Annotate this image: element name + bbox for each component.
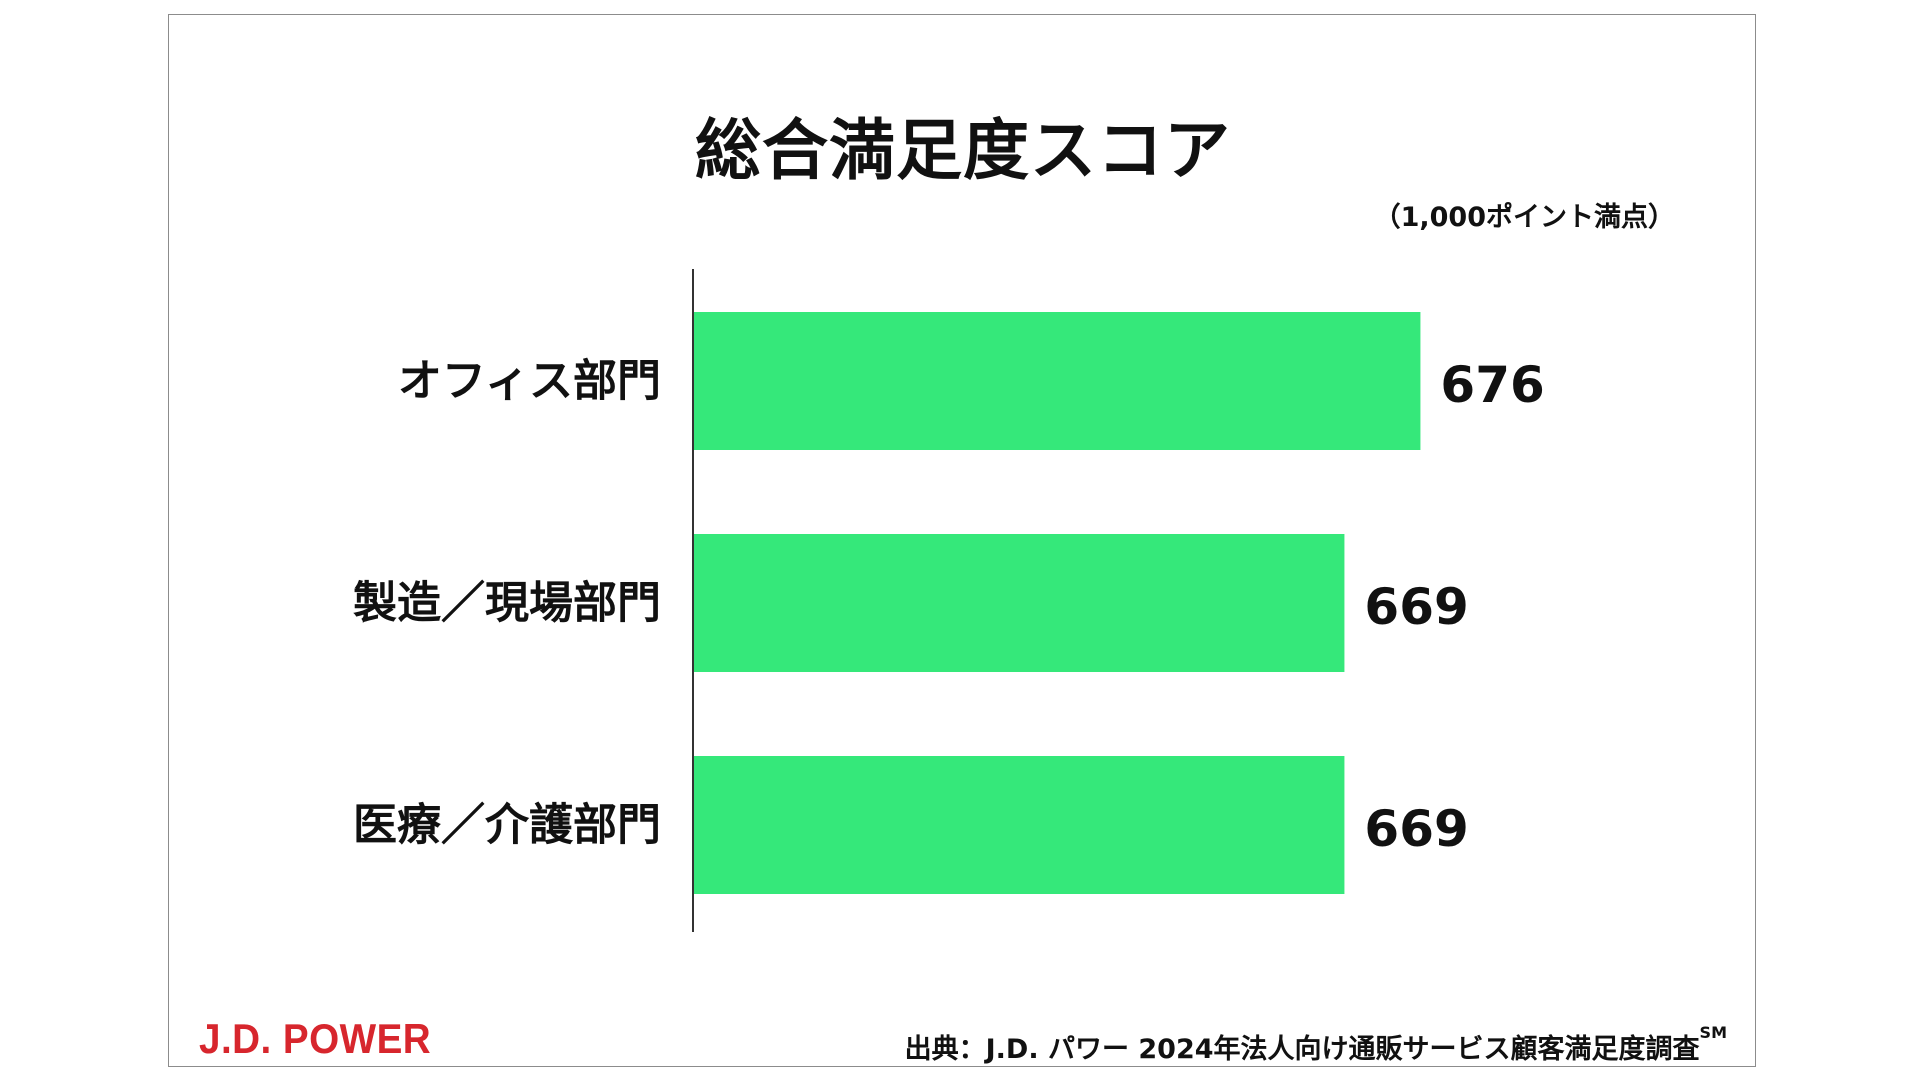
category-label-1: オフィス部門 <box>398 356 661 407</box>
source-note: 出典：J.D. パワー 2024年法人向け通販サービス顧客満足度調査SM <box>904 1023 1727 1066</box>
value-label-3: 669 <box>1364 800 1468 858</box>
bar-1 <box>693 312 1421 450</box>
bar-chart: オフィス部門 676 製造／現場部門 669 医療／介護部門 669 <box>353 269 1545 932</box>
category-label-2: 製造／現場部門 <box>353 578 661 629</box>
chart-frame: 総合満足度スコア （1,000ポイント満点） オフィス部門 676 製造／現場部門 6… <box>168 14 1756 1067</box>
bars-group: オフィス部門 676 製造／現場部門 669 医療／介護部門 669 <box>353 312 1545 894</box>
bar-3 <box>693 756 1345 894</box>
value-label-1: 676 <box>1440 356 1544 414</box>
service-mark: SM <box>1699 1023 1727 1042</box>
jd-power-logo: J.D. POWER <box>199 1015 432 1062</box>
source-text: 出典：J.D. パワー 2024年法人向け通販サービス顧客満足度調査 <box>904 1034 1700 1065</box>
category-label-3: 医療／介護部門 <box>353 800 661 851</box>
unit-note: （1,000ポイント満点） <box>1373 202 1675 233</box>
value-label-2: 669 <box>1364 578 1468 636</box>
bar-2 <box>693 534 1345 672</box>
chart-title: 総合満足度スコア <box>695 112 1231 189</box>
